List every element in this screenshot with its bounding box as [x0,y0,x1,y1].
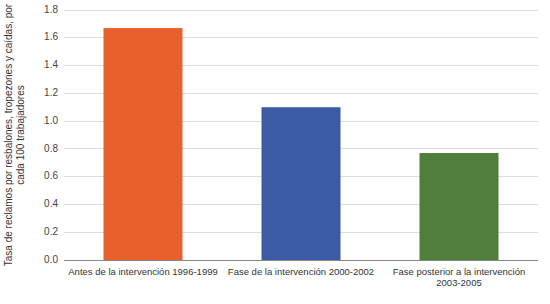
grid-line [64,260,538,261]
x-tick-label: Fase de la intervención 2000-2002 [228,266,374,277]
y-tick-label: 1.6 [44,31,58,42]
grid-line [64,10,538,11]
bar [420,153,499,260]
grid [64,10,538,260]
x-axis: Antes de la intervención 1996-1999 Fase d… [68,266,525,288]
y-axis-label: Tasa de reclamos por resbalones, tropezo… [3,3,26,266]
y-tick-label: 0.8 [44,143,58,154]
y-tick-label: 1.0 [44,115,58,126]
y-tick-label: 1.4 [44,59,58,70]
y-axis: 0.0 0.2 0.4 0.6 0.8 1.0 1.2 1.4 1.6 1.8 [44,4,58,265]
chart: 0.0 0.2 0.4 0.6 0.8 1.0 1.2 1.4 1.6 1.8 Antes de l… [0,0,550,304]
y-tick-label: 0.0 [44,254,58,265]
bar [262,107,341,260]
y-tick-label: 1.2 [44,87,58,98]
bar [104,28,183,260]
x-tick-label: Antes de la intervención 1996-1999 [68,266,217,277]
y-tick-label: 0.6 [44,170,58,181]
x-axis-line [64,260,538,261]
y-tick-label: 0.2 [44,226,58,237]
y-tick-label: 1.8 [44,4,58,15]
chart-container: 0.0 0.2 0.4 0.6 0.8 1.0 1.2 1.4 1.6 1.8 Antes de l… [0,0,550,304]
x-tick-label: Fase posterior a la intervención2003-200… [393,266,526,288]
bars [104,28,499,260]
y-tick-label: 0.4 [44,198,58,209]
